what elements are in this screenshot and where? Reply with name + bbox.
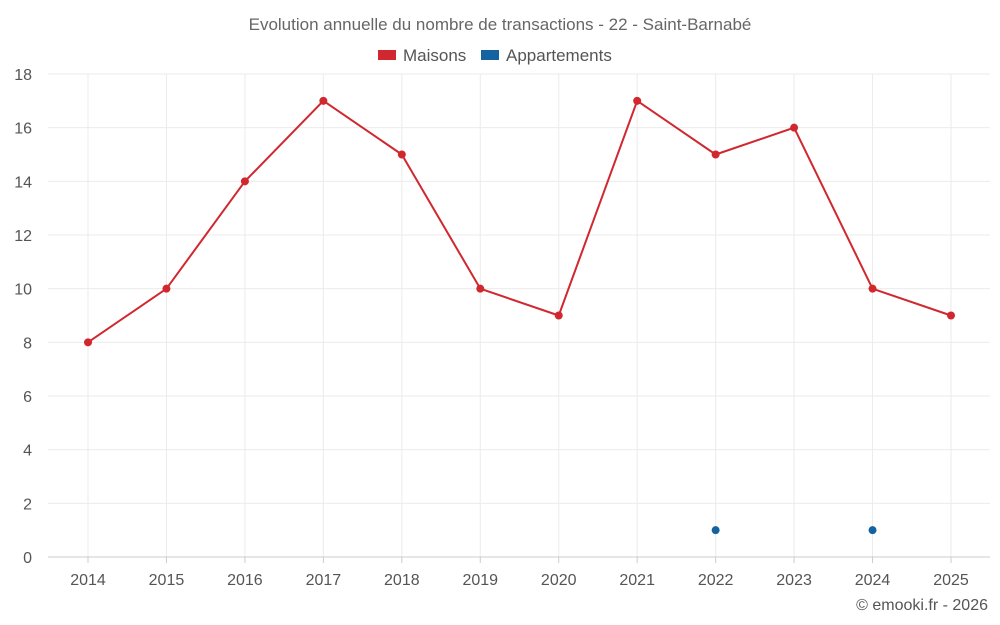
x-tick-label: 2020 — [541, 572, 577, 589]
copyright-credit: © emooki.fr - 2026 — [856, 597, 988, 614]
y-tick-label: 4 — [23, 443, 32, 460]
legend: Maisons Appartements — [378, 46, 612, 65]
y-tick-label: 14 — [14, 174, 32, 191]
y-tick-label: 2 — [23, 496, 32, 513]
data-point-maisons-2014[interactable] — [84, 338, 92, 347]
x-tick-label: 2025 — [933, 572, 969, 589]
y-tick-label: 18 — [14, 67, 32, 84]
y-tick-label: 0 — [23, 550, 32, 567]
series-line-maisons — [87, 99, 952, 344]
data-point-maisons-2020[interactable] — [554, 311, 563, 320]
data-point-maisons-2021[interactable] — [633, 96, 642, 105]
data-point-maisons-2023[interactable] — [790, 123, 799, 132]
x-tick-label: 2015 — [149, 572, 185, 589]
x-tick-label: 2022 — [698, 572, 734, 589]
y-tick-label: 10 — [14, 282, 32, 299]
data-point-maisons-2024[interactable] — [868, 284, 877, 293]
x-tick-label: 2021 — [619, 572, 655, 589]
legend-item-maisons[interactable]: Maisons — [378, 46, 466, 65]
x-tick-label: 2019 — [462, 572, 498, 589]
data-point-maisons-2025[interactable] — [947, 311, 955, 320]
legend-item-appartements[interactable]: Appartements — [481, 46, 612, 65]
data-point-maisons-2015[interactable] — [162, 284, 171, 293]
legend-swatch-appartements — [481, 50, 499, 60]
data-point-maisons-2018[interactable] — [397, 150, 406, 159]
x-tick-label: 2017 — [306, 572, 342, 589]
axes: 0 2 4 6 8 10 12 14 16 18 2014 2015 2016 2017 2018 2019 2… — [14, 67, 990, 589]
data-point-appartements-2024[interactable] — [868, 526, 877, 535]
legend-swatch-maisons — [378, 50, 396, 60]
x-tick-label: 2018 — [384, 572, 420, 589]
data-point-maisons-2019[interactable] — [476, 284, 485, 293]
y-tick-label: 12 — [14, 228, 32, 245]
x-tick-label: 2014 — [70, 572, 106, 589]
legend-label-appartements: Appartements — [506, 46, 612, 65]
series-appartements — [711, 526, 877, 535]
legend-label-maisons: Maisons — [403, 46, 466, 65]
x-tick-label: 2024 — [855, 572, 891, 589]
data-point-maisons-2017[interactable] — [319, 96, 328, 105]
data-point-maisons-2022[interactable] — [711, 150, 720, 159]
data-point-appartements-2022[interactable] — [711, 526, 720, 535]
series-maisons — [84, 96, 955, 347]
y-tick-label: 6 — [23, 389, 32, 406]
series-layer — [84, 96, 955, 535]
data-point-maisons-2016[interactable] — [240, 177, 249, 186]
chart-title: Evolution annuelle du nombre de transact… — [249, 15, 752, 34]
y-tick-label: 16 — [14, 121, 32, 138]
x-tick-label: 2023 — [776, 572, 812, 589]
grid — [48, 73, 990, 557]
x-tick-label: 2016 — [227, 572, 263, 589]
y-tick-label: 8 — [23, 335, 32, 352]
